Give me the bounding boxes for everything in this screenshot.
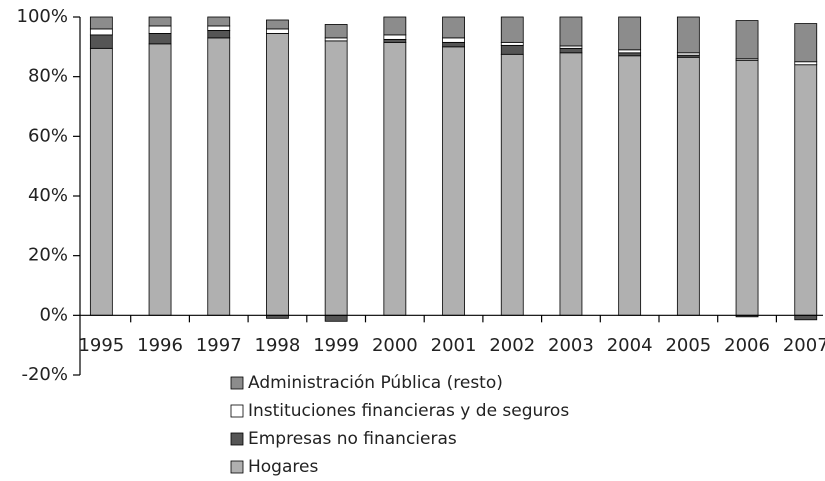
bar-segment	[207, 30, 231, 39]
y-tick-label: 20%	[28, 245, 68, 266]
y-tick-label: 40%	[28, 185, 68, 206]
legend-swatch	[230, 404, 244, 418]
bar-segment	[794, 23, 818, 63]
bar-segment	[383, 41, 407, 316]
legend-swatch	[230, 432, 244, 446]
x-tick-label: 2001	[431, 335, 477, 356]
x-tick-label: 1997	[196, 335, 242, 356]
x-tick-label: 1999	[313, 335, 359, 356]
bar-segment	[207, 37, 231, 316]
bar-segment	[324, 37, 348, 42]
x-tick-label: 1996	[137, 335, 183, 356]
x-tick-label: 2002	[489, 335, 535, 356]
x-tick-label: 2006	[724, 335, 770, 356]
y-tick-label: 60%	[28, 125, 68, 146]
x-tick-label: 1998	[255, 335, 301, 356]
bar-segment	[442, 16, 465, 39]
legend-swatch	[230, 460, 244, 474]
bar-segment	[500, 44, 524, 55]
bar-segment	[148, 16, 172, 27]
bar-segment	[559, 47, 583, 54]
bar-segment	[618, 55, 642, 316]
legend-label: Instituciones financieras y de seguros	[248, 401, 569, 421]
legend-swatch	[230, 376, 244, 390]
bar-segment	[442, 46, 465, 316]
bar-segment	[500, 16, 524, 43]
bar-segment	[89, 16, 113, 30]
bar-segment	[383, 38, 407, 43]
bar-segment	[618, 16, 642, 51]
bar-segment	[559, 16, 583, 47]
y-tick-label: 100%	[17, 6, 68, 27]
bar-segment	[794, 314, 818, 321]
bar-segment	[735, 20, 759, 60]
bar-segment	[500, 41, 524, 46]
bar-segment	[794, 64, 818, 316]
y-tick-label: 0%	[39, 304, 68, 325]
bar-segment	[266, 19, 289, 30]
x-tick-label: 2000	[372, 335, 418, 356]
bar-segment	[383, 16, 407, 36]
bar-segment	[618, 49, 642, 54]
bar-segment	[266, 28, 289, 34]
x-tick-label: 2005	[665, 335, 711, 356]
bar-segment	[207, 16, 231, 27]
x-tick-label: 2004	[607, 335, 653, 356]
bar-segment	[735, 59, 759, 316]
bar-segment	[383, 34, 407, 40]
bar-segment	[148, 43, 172, 316]
bar-segment	[618, 52, 642, 57]
bar-segment	[442, 41, 465, 48]
bar-segment	[676, 56, 700, 316]
y-tick-label: 80%	[28, 66, 68, 87]
x-tick-label: 1995	[78, 335, 124, 356]
bar-segment	[500, 53, 524, 316]
bar-segment	[324, 40, 348, 316]
x-tick-label: 2007	[783, 335, 825, 356]
bar-segment	[89, 34, 113, 49]
bar-segment	[676, 16, 700, 54]
bar-segment	[89, 47, 113, 316]
bar-segment	[324, 24, 348, 39]
legend-label: Empresas no financieras	[248, 429, 457, 449]
bar-segment	[266, 33, 289, 316]
x-tick-label: 2003	[548, 335, 594, 356]
bar-segment	[559, 52, 583, 316]
bar-segment	[794, 61, 818, 66]
bar-segment	[324, 314, 348, 322]
bar-segment	[442, 37, 465, 43]
legend-label: Administración Pública (resto)	[248, 373, 503, 393]
bar-segment	[148, 25, 172, 34]
legend-label: Hogares	[248, 457, 318, 477]
bar-segment	[148, 33, 172, 45]
bar-segment	[207, 25, 231, 31]
bar-segment	[89, 28, 113, 36]
y-tick-label: -20%	[21, 364, 68, 385]
